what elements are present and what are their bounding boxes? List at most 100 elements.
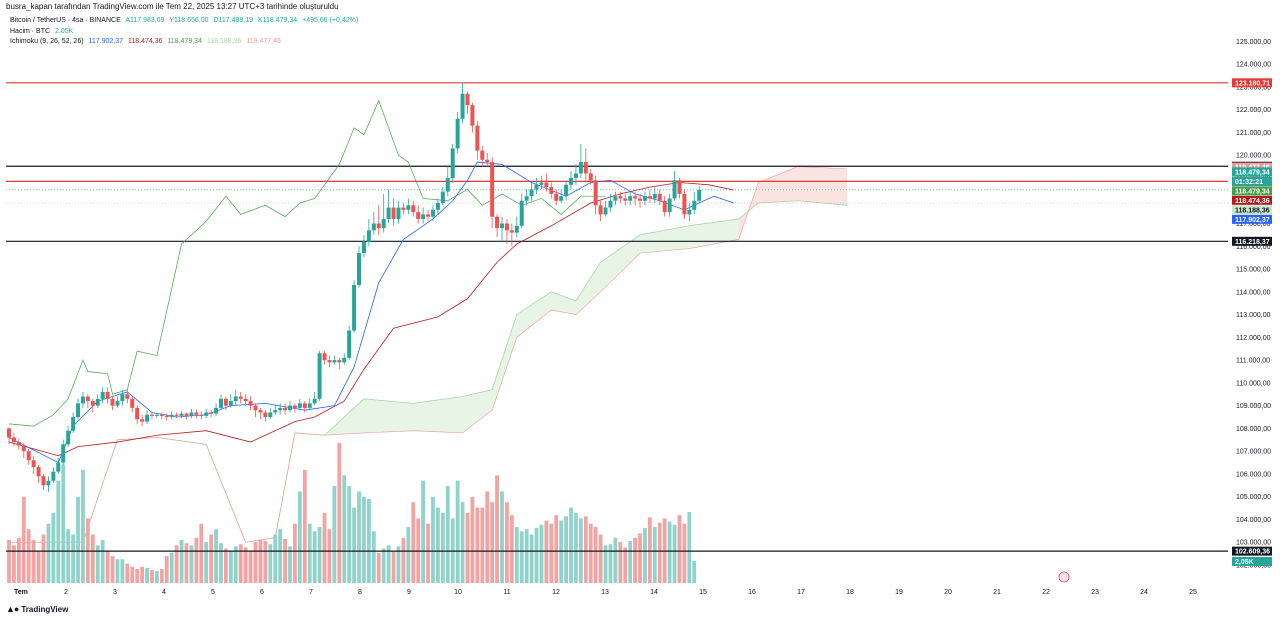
volume-bar	[470, 496, 475, 583]
volume-bar	[115, 559, 120, 583]
volume-bar	[436, 507, 440, 583]
volume-bar	[357, 491, 361, 583]
price-change: +495,66 (+0,42%)	[302, 17, 359, 24]
ichimoku-tenkan-line	[8, 161, 734, 464]
y-tick-label: 113.000,00	[1236, 312, 1271, 319]
volume-legend-row[interactable]: Hacim · BTC 2,05K	[10, 28, 76, 35]
tradingview-logo-icon: ▲●	[6, 604, 19, 614]
volume-bar	[569, 507, 573, 583]
stacked-price-tag-bg	[1232, 195, 1272, 205]
y-tick-label: 114.000,00	[1236, 289, 1271, 296]
x-tick-label: 24	[1140, 589, 1148, 596]
candle-body	[430, 209, 435, 217]
volume-bar	[371, 531, 376, 583]
candle-body	[184, 413, 189, 416]
x-tick-label: 10	[454, 589, 462, 596]
volume-bar	[189, 545, 194, 583]
candle-body	[253, 405, 258, 411]
candle-body	[337, 360, 342, 363]
ichimoku-kijun-value: 118.474,36	[127, 38, 163, 45]
symbol-name[interactable]: Bitcoin / TetherUS · 4sa · BINANCE	[10, 17, 121, 24]
candle-body	[317, 353, 322, 399]
candle-body	[105, 391, 110, 399]
volume-bar	[278, 529, 283, 583]
volume-bar	[672, 524, 677, 583]
candle-body	[7, 428, 11, 438]
x-tick-label: 22	[1042, 589, 1050, 596]
candle-body	[391, 207, 396, 219]
volume-bar	[26, 529, 31, 583]
volume-bar	[495, 475, 499, 583]
candle-body	[672, 180, 677, 199]
volume-bar	[455, 480, 460, 583]
ichimoku-cloud	[9, 166, 848, 543]
y-tick-label: 110.000,00	[1236, 380, 1271, 387]
ohlc-open: A117.983,69	[125, 17, 165, 24]
candle-body	[307, 403, 312, 408]
candle-body	[243, 398, 248, 402]
volume-bar	[618, 542, 623, 583]
stacked-price-tag: 118.188,36	[1235, 207, 1270, 214]
volume-bar	[426, 523, 430, 583]
candle-body	[347, 330, 352, 358]
candle-body	[539, 182, 544, 185]
ichimoku-legend-row[interactable]: Ichimoku (9, 26, 52, 26) 117.902,37 118.…	[10, 38, 284, 45]
candle-body	[327, 360, 332, 363]
volume-bar	[209, 534, 214, 583]
candle-body	[332, 360, 337, 363]
candle-body	[623, 198, 628, 201]
y-tick-label: 103.000,00	[1236, 540, 1271, 547]
volume-bar	[406, 527, 411, 583]
x-tick-label: 3	[113, 589, 117, 596]
candle-body	[366, 230, 371, 242]
volume-bar	[692, 560, 697, 583]
candle-body	[544, 182, 549, 188]
x-tick-label: 16	[748, 589, 756, 596]
volume-bar	[337, 443, 342, 583]
x-tick-label: 18	[846, 589, 854, 596]
candle-body	[524, 196, 529, 201]
volume-bar	[421, 480, 426, 583]
stacked-price-tag: 01:32:21	[1235, 179, 1263, 186]
candle-body	[164, 415, 169, 418]
volume-bar	[263, 541, 268, 583]
x-tick-label: 17	[797, 589, 805, 596]
y-tick-label: 121.000,00	[1236, 130, 1271, 137]
volume-bar	[169, 552, 174, 583]
volume-bar	[41, 534, 46, 583]
candle-body	[593, 180, 598, 206]
candle-body	[495, 216, 500, 229]
volume-label: Hacim · BTC	[10, 28, 51, 35]
candle-body	[302, 403, 307, 408]
y-tick-label: 117.000,00	[1236, 221, 1271, 228]
candle-body	[440, 191, 445, 204]
chart-creator-caption: busra_kapan tarafından TradingView.com i…	[6, 2, 339, 11]
x-tick-label: 7	[309, 589, 313, 596]
candle-body	[233, 396, 238, 402]
volume-bar	[633, 537, 638, 583]
candle-body	[381, 218, 386, 229]
candle-body	[406, 205, 411, 210]
candle-body	[179, 413, 184, 416]
volume-bar	[159, 569, 164, 583]
ichimoku-span-b-value: 119.477,46	[246, 38, 281, 45]
volume-bar	[362, 496, 366, 583]
candle-body	[677, 180, 682, 194]
volume-bar	[233, 546, 238, 583]
volume-bar	[544, 520, 549, 583]
volume-bar	[174, 545, 179, 583]
y-tick-label: 108.000,00	[1236, 426, 1271, 433]
ohlc-low: D117.488,19	[213, 17, 254, 24]
y-tick-label: 124.000,00	[1236, 62, 1271, 69]
volume-bar	[100, 539, 105, 583]
candle-body	[278, 407, 283, 411]
candle-body	[228, 401, 233, 406]
candle-body	[51, 471, 56, 481]
volume-bar	[199, 523, 204, 583]
volume-bar	[524, 529, 529, 583]
candle-body	[638, 198, 643, 201]
ichimoku-span-a-line	[9, 200, 848, 543]
indicator-price-tag-bg	[1232, 162, 1272, 172]
candle-body	[95, 398, 100, 406]
